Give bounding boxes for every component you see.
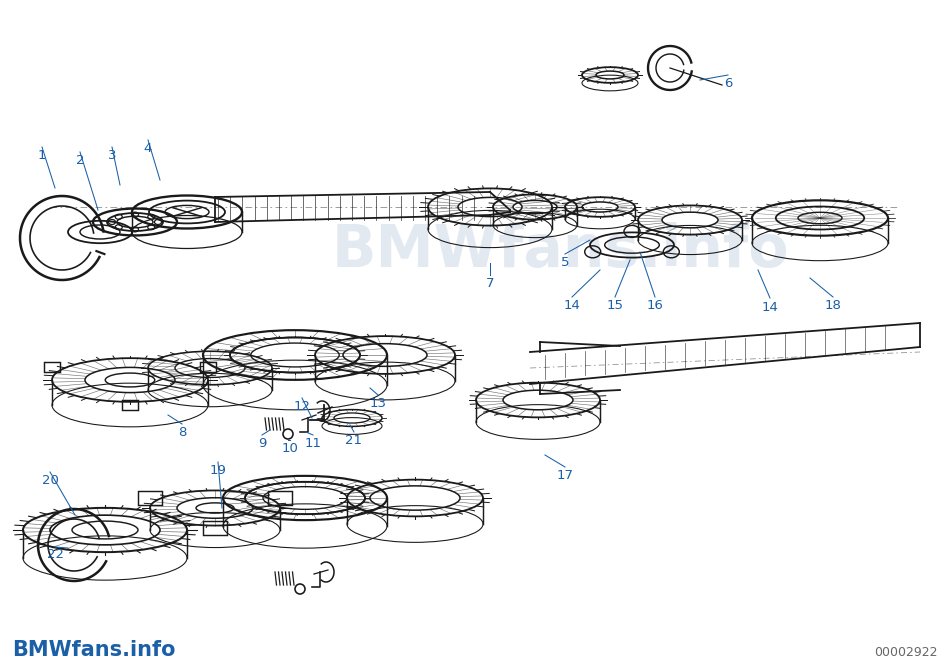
Text: 4: 4	[143, 142, 152, 154]
Text: 8: 8	[178, 426, 186, 438]
Text: 17: 17	[557, 469, 574, 481]
Text: 16: 16	[647, 299, 663, 311]
Text: 3: 3	[107, 148, 116, 162]
Text: 1: 1	[38, 148, 47, 162]
Text: 9: 9	[257, 436, 266, 450]
Text: 6: 6	[724, 76, 732, 90]
Text: BMWfans.info: BMWfans.info	[332, 221, 788, 279]
Text: 21: 21	[346, 434, 363, 446]
Text: 7: 7	[485, 277, 494, 289]
Text: 00002922: 00002922	[875, 646, 938, 658]
Text: 12: 12	[294, 400, 311, 412]
Text: BMWfans.info: BMWfans.info	[12, 640, 176, 660]
Text: 5: 5	[560, 255, 569, 269]
Text: 14: 14	[563, 299, 580, 311]
Text: 11: 11	[305, 436, 321, 450]
Text: 15: 15	[606, 299, 623, 311]
Text: 10: 10	[281, 442, 298, 454]
Text: 18: 18	[825, 299, 842, 311]
Text: 13: 13	[370, 396, 387, 410]
Text: 2: 2	[76, 154, 85, 166]
Text: 22: 22	[47, 549, 64, 561]
Text: 19: 19	[210, 464, 226, 477]
Text: 14: 14	[762, 301, 778, 313]
Text: 20: 20	[42, 473, 59, 487]
